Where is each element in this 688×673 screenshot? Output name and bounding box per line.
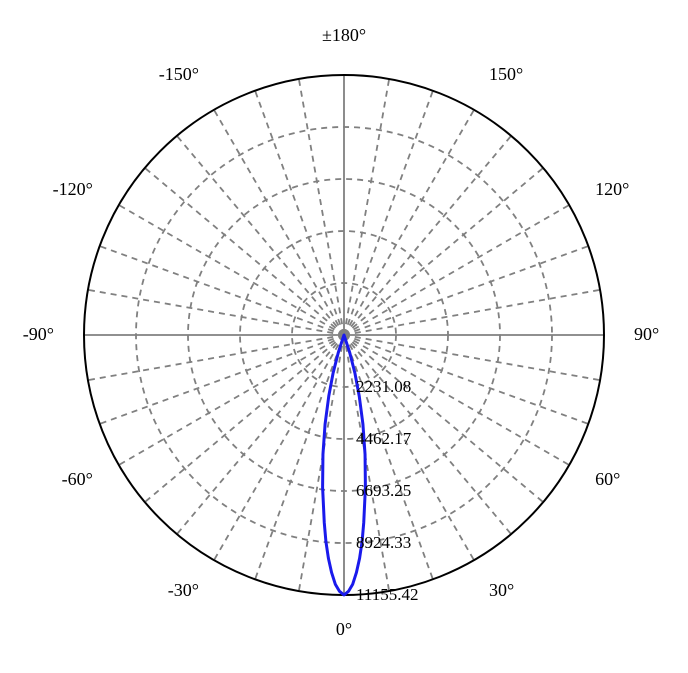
angle-label: -30°: [168, 580, 199, 600]
angle-label: 120°: [595, 179, 629, 199]
radial-tick-label: 2231.08: [356, 377, 411, 396]
angle-label: 150°: [489, 64, 523, 84]
angle-label: -120°: [53, 179, 93, 199]
radial-tick-label: 11155.42: [356, 585, 419, 604]
radial-tick-label: 8924.33: [356, 533, 411, 552]
angle-label: 90°: [634, 324, 659, 344]
radial-tick-label: 6693.25: [356, 481, 411, 500]
polar-chart: ±180° -150° 150° -120° 120° -90° 90° -60° 60° -30…: [0, 0, 688, 673]
angle-label: 0°: [336, 619, 352, 639]
angle-label: -150°: [159, 64, 199, 84]
angle-label: ±180°: [322, 25, 366, 45]
angle-label: 60°: [595, 469, 620, 489]
angle-label: 30°: [489, 580, 514, 600]
radial-tick-label: 4462.17: [356, 429, 412, 448]
polar-svg: ±180° -150° 150° -120° 120° -90° 90° -60° 60° -30…: [0, 0, 688, 673]
angle-label: -90°: [23, 324, 54, 344]
angle-label: -60°: [62, 469, 93, 489]
